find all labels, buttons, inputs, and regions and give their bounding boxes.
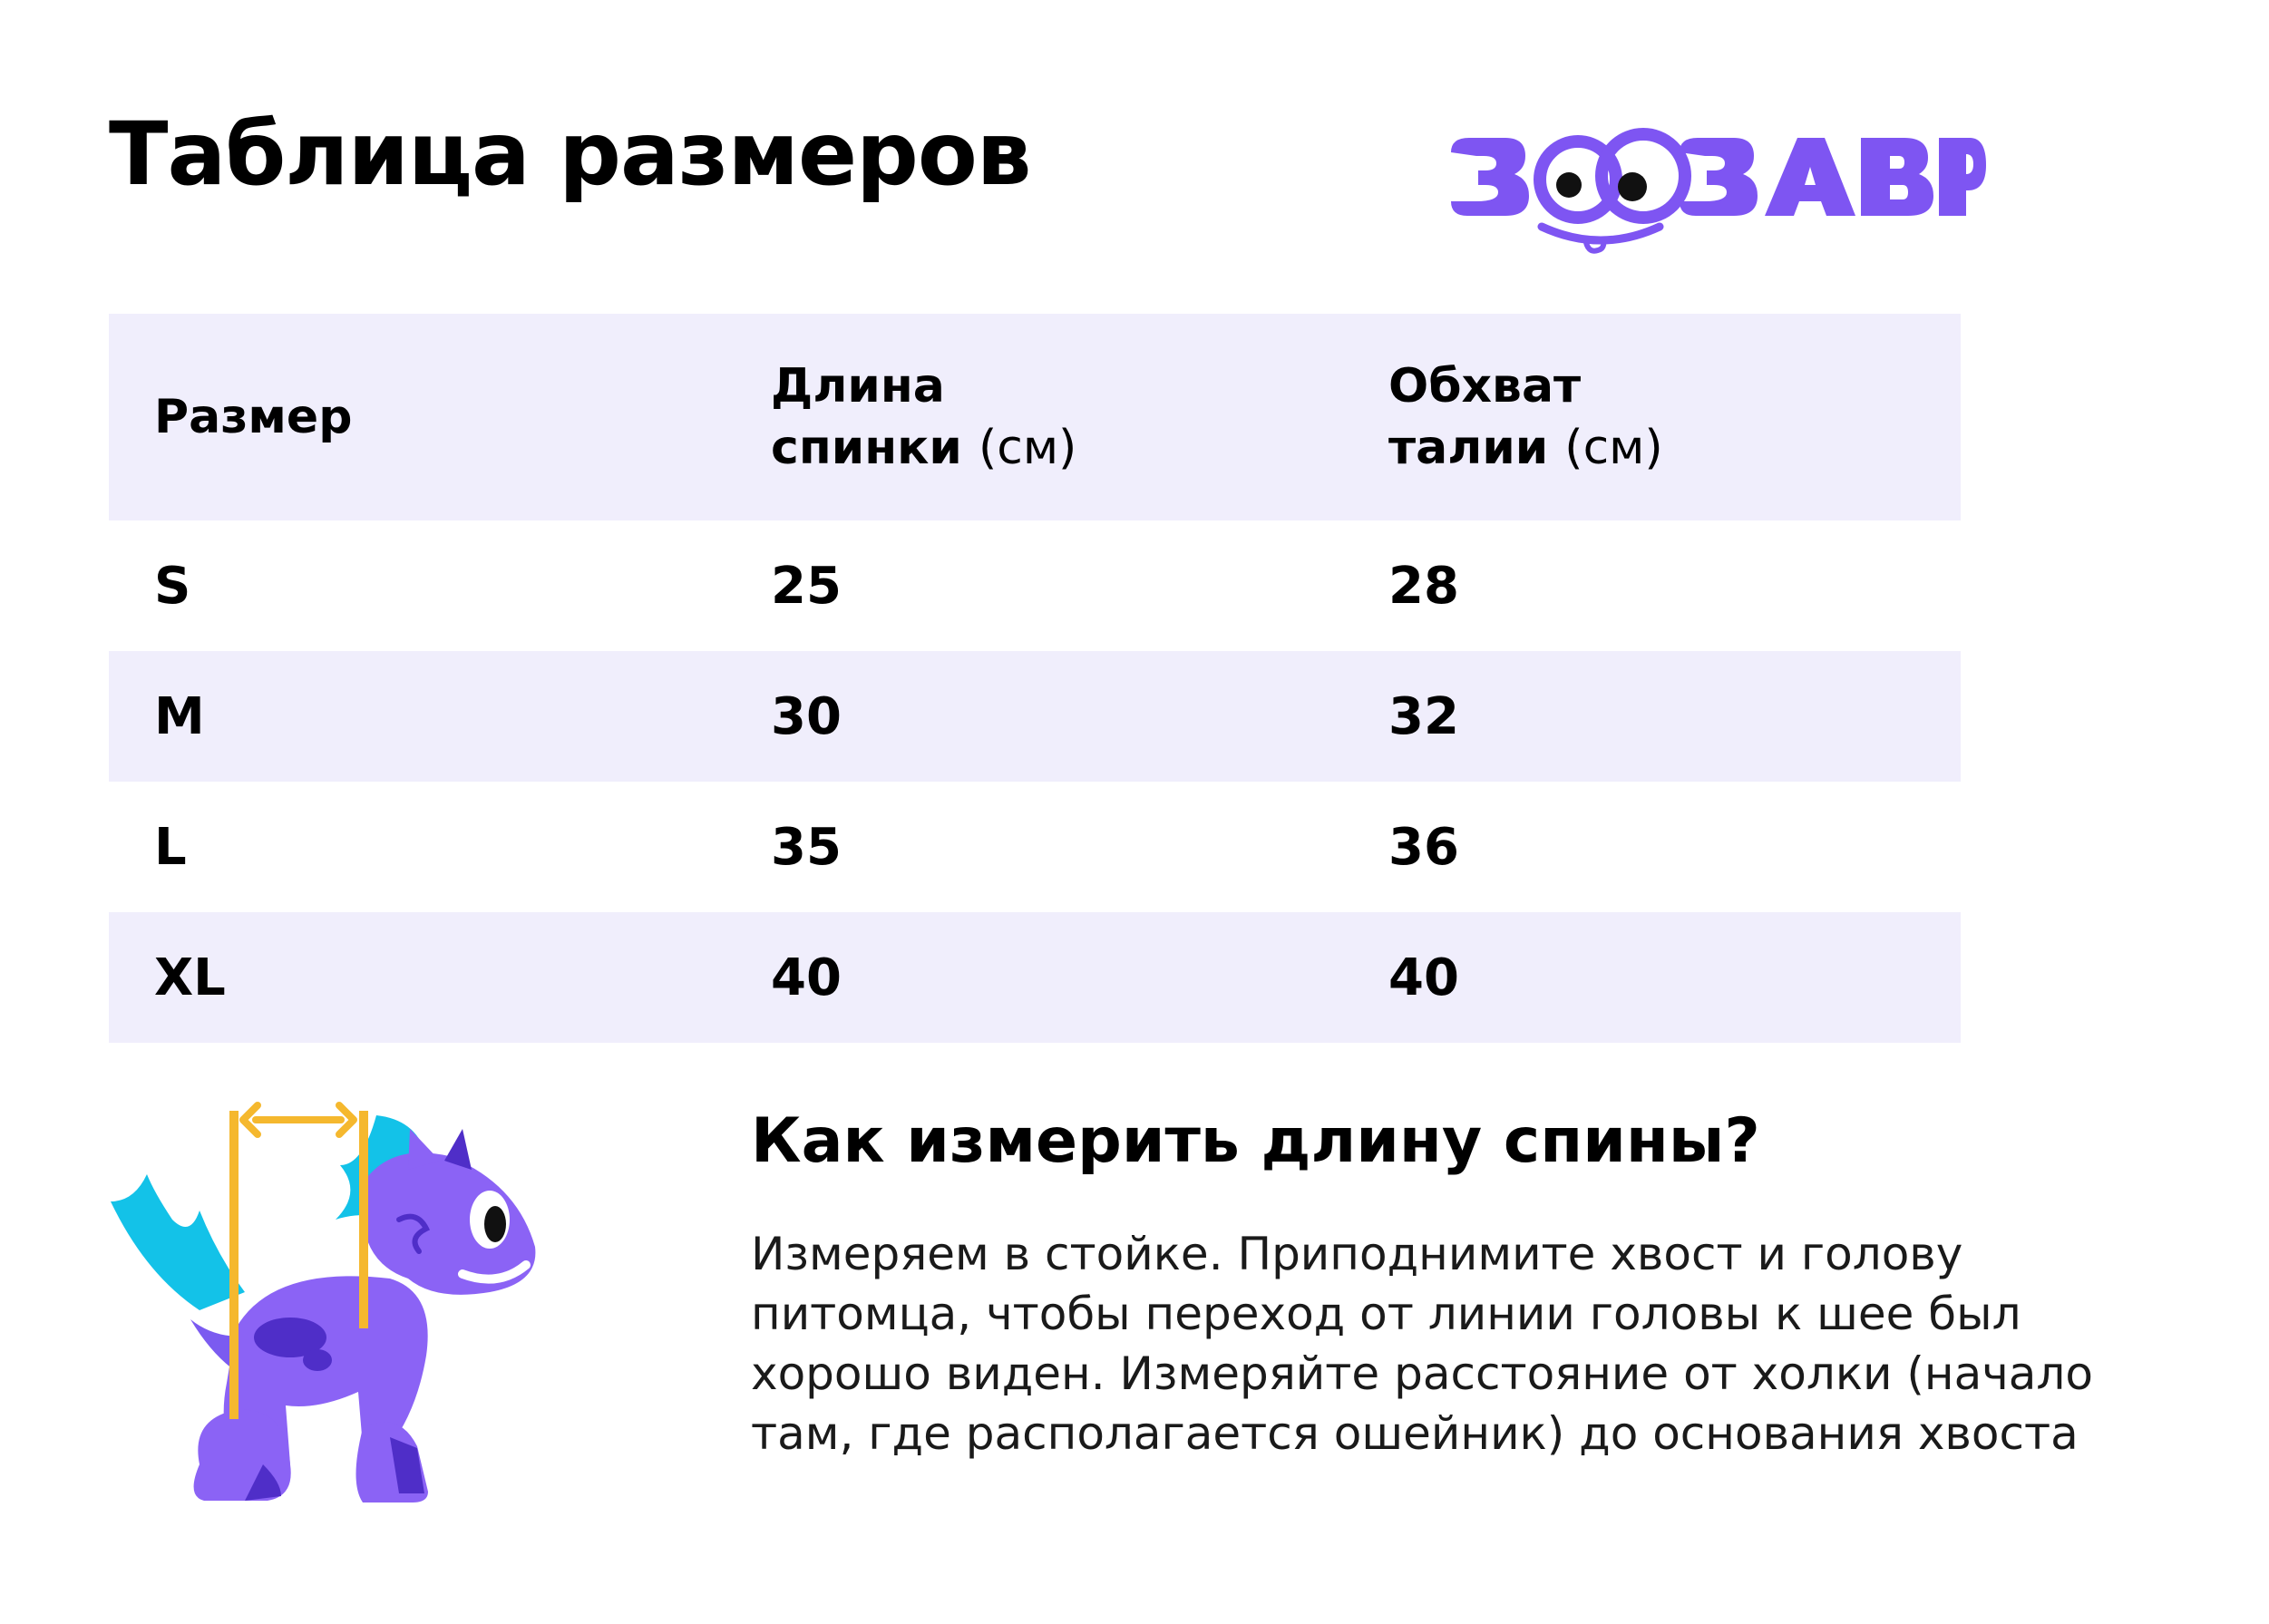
cell-size: S (154, 556, 191, 616)
cell-back-length: 30 (771, 686, 842, 746)
header-waist-line1: Обхват (1388, 359, 1582, 413)
page-title: Таблица размеров (109, 103, 1032, 205)
table-header-row: Размер Длина спинки (см) Обхват талии (с… (109, 314, 1961, 520)
table-row: M 30 32 (109, 651, 1961, 782)
cell-waist: 32 (1388, 686, 1459, 746)
cell-size: XL (154, 948, 226, 1007)
cell-size: L (154, 817, 187, 877)
header-back-length: Длина спинки (см) (725, 314, 1343, 520)
table-row: S 25 28 (109, 520, 1961, 651)
header-waist: Обхват талии (см) (1343, 314, 1961, 520)
header-back-length-line1: Длина (771, 359, 945, 413)
table-row: XL 40 40 (109, 912, 1961, 1043)
zoozavr-logo (1451, 128, 1986, 254)
cell-back-length: 35 (771, 817, 842, 877)
howto-heading: Как измерить длину спины? (751, 1105, 1760, 1177)
cell-waist: 36 (1388, 817, 1459, 877)
header-waist-unit: (см) (1564, 421, 1663, 475)
cell-back-length: 25 (771, 556, 842, 616)
brand-logo: ЗООЗАВР (1442, 118, 1986, 254)
cell-waist: 40 (1388, 948, 1459, 1007)
header-size: Размер (109, 314, 725, 520)
cell-size: M (154, 686, 205, 746)
cell-waist: 28 (1388, 556, 1459, 616)
table-row: L 35 36 (109, 782, 1961, 912)
header-waist-line2: талии (1388, 421, 1549, 475)
cell-back-length: 40 (771, 948, 842, 1007)
size-table: Размер Длина спинки (см) Обхват талии (с… (109, 314, 1961, 1043)
measure-arrow-icon (239, 1102, 357, 1138)
header-back-length-line2: спинки (771, 421, 962, 475)
howto-text: Измеряем в стойке. Приподнимите хвост и … (751, 1228, 2093, 1460)
header-back-length-unit: (см) (978, 421, 1077, 475)
header-size-label: Размер (154, 390, 353, 444)
dino-illustration (91, 1084, 580, 1537)
